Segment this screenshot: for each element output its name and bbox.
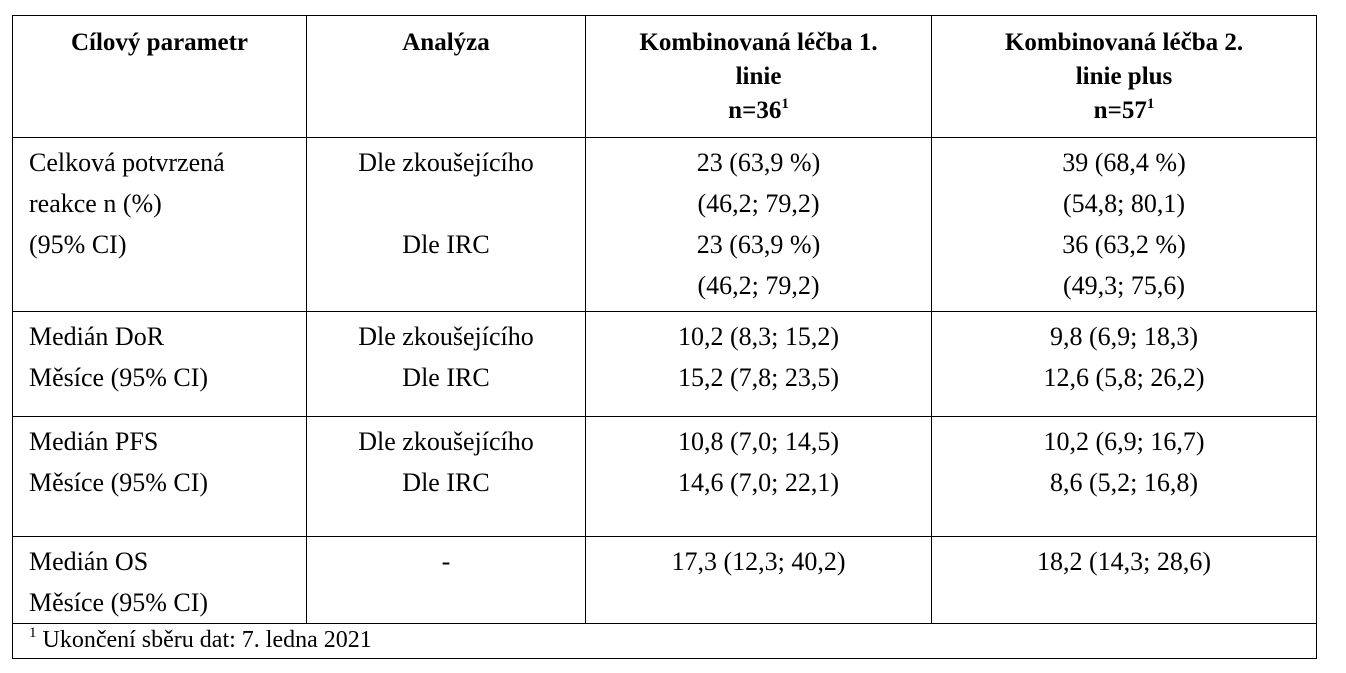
table-cell: Medián DoR Měsíce (95% CI) — [12, 311, 307, 417]
header-cell: Kombinovaná léčba 1. linie n=361 — [585, 15, 932, 138]
footnote-cell: 1 Ukončení sběru dat: 7. ledna 2021 — [12, 623, 1317, 659]
header-text: Cílový parametr — [70, 29, 249, 56]
cell-line: (95% CI) — [29, 230, 127, 259]
cell-line: - — [441, 547, 451, 576]
table-cell: Celková potvrzená reakce n (%) (95% CI) — [12, 137, 307, 312]
table-cell: Medián PFS Měsíce (95% CI) — [12, 416, 307, 537]
cell-line: 17,3 (12,3; 40,2) — [671, 547, 846, 576]
table-cell: 39 (68,4 %) (54,8; 80,1) 36 (63,2 %) (49,3;… — [931, 137, 1317, 312]
cell-line: Celková potvrzená — [29, 148, 225, 177]
header-text: Analýza — [402, 29, 490, 56]
header-line: Analýza — [307, 26, 585, 60]
header-row: Cílový parametr Analýza Kombinovaná léčba … — [12, 15, 1317, 138]
header-cell: Kombinovaná léčba 2. linie plus n=571 — [931, 15, 1317, 138]
table-cell: 23 (63,9 %) (46,2; 79,2) 23 (63,9 %) (46,2;… — [585, 137, 932, 312]
cell-line: 15,2 (7,8; 23,5) — [677, 363, 840, 392]
table-cell: 9,8 (6,9; 18,3) 12,6 (5,8; 26,2) — [931, 311, 1317, 417]
header-text: n=57 — [1093, 97, 1147, 124]
table-cell: Dle zkoušejícího Dle IRC — [306, 416, 586, 537]
cell-line: Dle zkoušejícího — [358, 322, 534, 351]
data-row: Celková potvrzená reakce n (%) (95% CI) Dle… — [12, 137, 1317, 312]
results-table: Cílový parametr Analýza Kombinovaná léčba … — [12, 15, 1317, 659]
header-cell: Cílový parametr — [12, 15, 307, 138]
cell-line: Dle zkoušejícího — [358, 427, 534, 456]
table-cell: 18,2 (14,3; 28,6) — [931, 536, 1317, 624]
header-cell: Analýza — [306, 15, 586, 138]
cell-line: 10,2 (8,3; 15,2) — [677, 322, 840, 351]
cell-line: 36 (63,2 %) — [1062, 230, 1186, 259]
header-text: n=36 — [728, 97, 782, 124]
footnote-ref: 1 — [781, 96, 789, 112]
header-line: Kombinovaná léčba 2. — [932, 26, 1316, 60]
data-row: Medián DoR Měsíce (95% CI) Dle zkoušejícíh… — [12, 311, 1317, 417]
cell-line: (46,2; 79,2) — [697, 271, 820, 300]
cell-line: 10,2 (6,9; 16,7) — [1043, 427, 1205, 456]
cell-line: Dle IRC — [402, 230, 490, 259]
table-cell: Dle zkoušejícího Dle IRC — [306, 311, 586, 417]
table-cell: Dle zkoušejícího Dle IRC — [306, 137, 586, 312]
cell-line: 10,8 (7,0; 14,5) — [677, 427, 840, 456]
cell-line: 39 (68,4 %) — [1062, 148, 1186, 177]
header-line: linie — [586, 60, 931, 94]
cell-line: Medián PFS — [29, 427, 159, 456]
header-text: linie plus — [1075, 63, 1173, 90]
table-cell: 10,8 (7,0; 14,5) 14,6 (7,0; 22,1) — [585, 416, 932, 537]
header-line: Kombinovaná léčba 1. — [586, 26, 931, 60]
header-text: linie — [735, 63, 782, 90]
table-cell: 10,2 (8,3; 15,2) 15,2 (7,8; 23,5) — [585, 311, 932, 417]
header-line: n=361 — [586, 94, 931, 128]
data-row: Medián OS Měsíce (95% CI) - 17,3 (12,3; 40,… — [12, 536, 1317, 624]
cell-line: (54,8; 80,1) — [1062, 189, 1186, 218]
cell-line: 9,8 (6,9; 18,3) — [1049, 322, 1199, 351]
header-line: n=571 — [932, 94, 1316, 128]
cell-line: Medián OS — [29, 547, 149, 576]
footnote-text: Ukončení sběru dat: 7. ledna 2021 — [42, 627, 372, 653]
table-cell: 10,2 (6,9; 16,7) 8,6 (5,2; 16,8) — [931, 416, 1317, 537]
footnote-ref: 1 — [1146, 96, 1155, 112]
cell-line: (49,3; 75,6) — [1062, 271, 1186, 300]
cell-line: 8,6 (5,2; 16,8) — [1049, 468, 1199, 497]
table-cell: - — [306, 536, 586, 624]
cell-line: Měsíce (95% CI) — [29, 468, 209, 497]
table-cell: 17,3 (12,3; 40,2) — [585, 536, 932, 624]
cell-line: Medián DoR — [29, 322, 165, 351]
data-row: Medián PFS Měsíce (95% CI) Dle zkoušejícíh… — [12, 416, 1317, 537]
header-text: Kombinovaná léčba 2. — [1004, 29, 1244, 56]
footnote-row: 1 Ukončení sběru dat: 7. ledna 2021 — [12, 623, 1317, 659]
cell-line: Dle IRC — [402, 363, 490, 392]
cell-line: Dle IRC — [402, 468, 490, 497]
cell-line: Měsíce (95% CI) — [29, 363, 209, 392]
header-line: Cílový parametr — [13, 26, 306, 60]
cell-line: (46,2; 79,2) — [697, 189, 820, 218]
cell-line: 18,2 (14,3; 28,6) — [1036, 547, 1212, 576]
cell-line: Dle zkoušejícího — [358, 148, 534, 177]
cell-line: 23 (63,9 %) — [696, 230, 821, 259]
cell-line: Měsíce (95% CI) — [29, 588, 209, 617]
header-line: linie plus — [932, 60, 1316, 94]
cell-line: reakce n (%) — [29, 189, 162, 218]
cell-line: 23 (63,9 %) — [696, 148, 821, 177]
header-text: Kombinovaná léčba 1. — [639, 29, 878, 56]
cell-line: 14,6 (7,0; 22,1) — [677, 468, 840, 497]
table-cell: Medián OS Měsíce (95% CI) — [12, 536, 307, 624]
footnote-mark: 1 — [29, 625, 37, 641]
table-body: Cílový parametr Analýza Kombinovaná léčba … — [12, 15, 1317, 659]
cell-line: 12,6 (5,8; 26,2) — [1043, 363, 1205, 392]
